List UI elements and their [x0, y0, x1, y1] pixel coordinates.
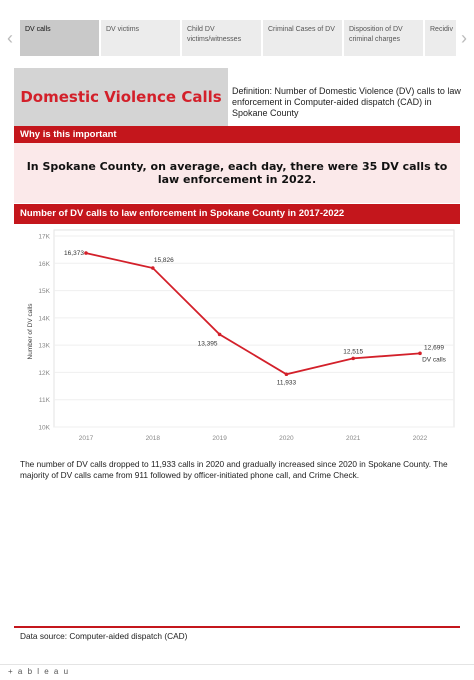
y-tick-label: 16K: [38, 261, 50, 268]
dv-calls-chart: 10K 11K 12K 13K 14K 15K 16K 17K Number of DV cal…: [14, 228, 460, 448]
x-tick-label: 2018: [146, 435, 161, 442]
x-tick-label: 2021: [346, 435, 361, 442]
data-point: [217, 332, 222, 337]
highlight-text: In Spokane County, on average, each day,…: [26, 160, 448, 186]
data-source: Data source: Computer-aided dispatch (CA…: [20, 631, 188, 641]
footer-divider: [14, 626, 460, 628]
chevron-left-icon[interactable]: ‹: [7, 28, 13, 48]
data-label: 13,395: [198, 340, 218, 347]
tab-dv-calls[interactable]: DV calls: [20, 20, 99, 56]
tab-child-dv-victims[interactable]: Child DV victims/witnesses: [182, 20, 261, 56]
why-heading: Why is this important: [14, 126, 460, 143]
tab-disposition[interactable]: Disposition of DV criminal charges: [344, 20, 423, 56]
chevron-right-icon[interactable]: ›: [461, 28, 467, 48]
y-tick-label: 11K: [39, 397, 51, 404]
data-label: 16,373: [64, 250, 84, 257]
summary-text: The number of DV calls dropped to 11,933…: [20, 459, 448, 480]
data-point: [284, 372, 289, 377]
story-tabs: DV calls DV victims Child DV victims/wit…: [20, 20, 456, 56]
y-tick-label: 13K: [38, 343, 50, 350]
y-tick-label: 17K: [38, 234, 50, 241]
line-chart-svg: 10K 11K 12K 13K 14K 15K 16K 17K Number of DV cal…: [27, 229, 455, 442]
x-tick-label: 2017: [79, 435, 94, 442]
x-tick-label: 2019: [212, 435, 227, 442]
chart-heading: Number of DV calls to law enforcement in…: [14, 204, 460, 224]
story-navigator: ‹ DV calls DV victims Child DV victims/w…: [0, 18, 474, 58]
y-tick-label: 14K: [38, 315, 50, 322]
data-label: 12,515: [343, 348, 363, 355]
tab-recidivism[interactable]: Recidiv: [425, 20, 456, 56]
highlight-box: In Spokane County, on average, each day,…: [14, 143, 460, 203]
data-point: [351, 356, 356, 361]
y-axis-label: Number of DV calls: [27, 303, 34, 360]
y-tick-label: 12K: [38, 370, 50, 377]
tab-criminal-cases[interactable]: Criminal Cases of DV: [263, 20, 342, 56]
x-tick-label: 2022: [413, 435, 428, 442]
data-label: 11,933: [277, 379, 297, 386]
tableau-toolbar: + a b l e a u: [0, 664, 474, 680]
tableau-logo[interactable]: + a b l e a u: [8, 667, 70, 676]
title-box: Domestic Violence Calls: [14, 68, 228, 126]
x-tick-label: 2020: [279, 435, 294, 442]
series-name-label: DV calls: [422, 356, 447, 363]
page-title: Domestic Violence Calls: [20, 88, 222, 106]
y-tick-label: 15K: [38, 288, 50, 295]
definition-text: Definition: Number of Domestic Violence …: [232, 86, 461, 118]
data-label: 12,699: [424, 344, 444, 351]
data-point: [151, 266, 155, 270]
data-point: [418, 351, 422, 356]
y-tick-label: 10K: [38, 425, 50, 432]
tab-dv-victims[interactable]: DV victims: [101, 20, 180, 56]
data-point: [84, 251, 88, 255]
data-label: 15,826: [154, 257, 174, 264]
series-line-dv-calls: [85, 252, 421, 376]
